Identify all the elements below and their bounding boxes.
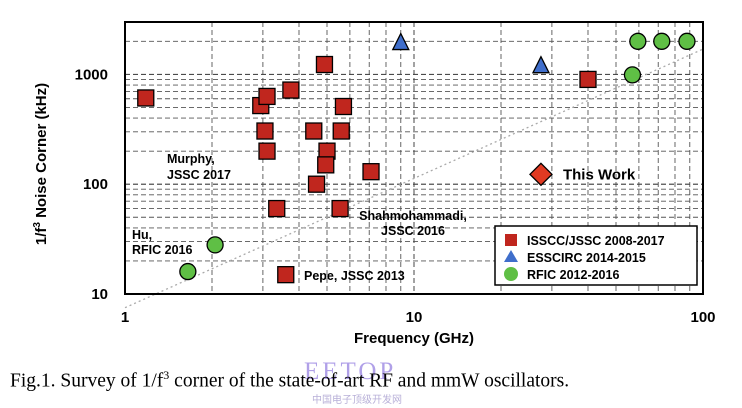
isscc-jssc-2008-2017-point xyxy=(277,266,295,284)
annotations: Murphy, JSSC 2017 Hu,RFIC 2016 Shahmohammad… xyxy=(132,152,467,283)
annotation-label: JSSC 2016 xyxy=(381,224,445,238)
legend-marker-square xyxy=(505,234,517,246)
x-axis-title: Frequency (GHz) xyxy=(354,330,474,347)
isscc-jssc-2008-2017-point xyxy=(579,70,597,89)
y-axis-title: 1/f3 Noise Corner (kHz) xyxy=(32,83,50,245)
isscc-jssc-2008-2017-point xyxy=(334,97,353,116)
isscc-jssc-2008-2017-point xyxy=(315,55,334,74)
annotation-label: Pepe, JSSC 2013 xyxy=(304,269,405,283)
rfic-2012-2016-point xyxy=(206,236,224,254)
y-axis-title-superscript: 3 xyxy=(32,222,43,228)
isscc-jssc-2008-2017-point xyxy=(362,163,380,181)
y-tick-label: 10 xyxy=(91,286,108,303)
isscc-jssc-2008-2017-point xyxy=(331,199,349,218)
rfic-2012-2016-point xyxy=(678,32,696,50)
legend-box xyxy=(494,225,698,286)
legend-label: RFIC 2012-2016 xyxy=(527,268,619,282)
rfic-2012-2016-point xyxy=(623,66,642,84)
watermark-main: EETOP xyxy=(304,358,396,385)
this-work-point xyxy=(529,162,553,187)
isscc-jssc-2008-2017-point xyxy=(137,89,155,107)
x-tick-label: 1 xyxy=(121,309,129,326)
legend-marker-triangle xyxy=(504,250,518,262)
isscc-jssc-2008-2017-point xyxy=(332,122,350,140)
watermark-sub: 中国电子顶级开发网 xyxy=(312,393,402,406)
isscc-jssc-2008-2017-point xyxy=(258,142,276,160)
annotation-label: RFIC 2016 xyxy=(132,243,192,257)
caption-superscript: 3 xyxy=(163,368,170,382)
annotation-label: Shahmohammadi, xyxy=(359,209,467,223)
rfic-2012-2016-point xyxy=(653,32,671,50)
caption-suffix: corner of the state-of-art RF and mmW os… xyxy=(169,370,570,392)
y-tick-label: 1000 xyxy=(75,66,108,83)
isscc-jssc-2008-2017-point xyxy=(282,81,300,99)
annotation-label: Hu, xyxy=(132,228,152,242)
isscc-jssc-2008-2017-point xyxy=(305,122,323,140)
legend-marker-circle xyxy=(504,267,518,281)
trend-line xyxy=(124,48,704,309)
legend: ISSCC/JSSC 2008-2017 ESSCIRC 2014-2015 RFI… xyxy=(494,225,698,286)
legend-label: ESSCIRC 2014-2015 xyxy=(527,251,646,265)
rfic-2012-2016-point xyxy=(179,262,197,281)
trend-line-segment xyxy=(124,48,704,309)
y-tick-label: 100 xyxy=(83,176,108,193)
x-tick-label: 10 xyxy=(406,309,423,326)
annotation-label: Murphy, xyxy=(167,152,215,166)
rfic-2012-2016-point xyxy=(629,32,647,50)
esscirc-2014-2015-point xyxy=(531,55,551,74)
isscc-jssc-2008-2017-point xyxy=(256,122,274,140)
this-work-label: This Work xyxy=(563,166,636,183)
annotation-label: JSSC 2017 xyxy=(167,168,231,182)
axis-ticks: 1 10 100 10 100 1000 xyxy=(75,66,716,326)
legend-label: ISSCC/JSSC 2008-2017 xyxy=(527,234,665,248)
caption-prefix: Fig.1. Survey of 1/f xyxy=(10,370,164,392)
data-points: This Work xyxy=(137,32,696,284)
x-tick-label: 100 xyxy=(690,309,715,326)
esscirc-2014-2015-point xyxy=(391,32,410,51)
isscc-jssc-2008-2017-point xyxy=(268,199,286,218)
isscc-jssc-2008-2017-point xyxy=(258,87,276,106)
figure-caption: Fig.1. Survey of 1/f3 corner of the stat… xyxy=(10,368,735,393)
isscc-jssc-2008-2017-point xyxy=(307,175,326,193)
plot-frame xyxy=(124,21,704,295)
isscc-jssc-2008-2017-point xyxy=(317,156,335,174)
